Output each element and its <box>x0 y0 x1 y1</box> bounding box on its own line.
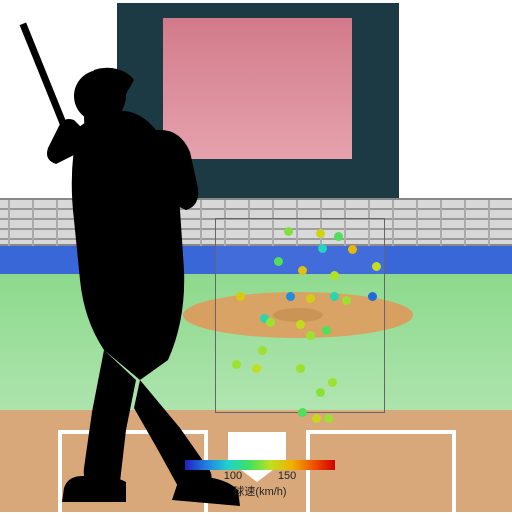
pitch-dot <box>368 292 377 301</box>
pitch-dot <box>286 292 295 301</box>
speed-legend: . 100 150 . 球速(km/h) <box>165 460 355 502</box>
pitch-dot <box>296 364 305 373</box>
legend-tick-100: 100 <box>224 470 242 482</box>
pitch-dot <box>298 408 307 417</box>
pitch-dot <box>334 232 343 241</box>
legend-gradient <box>185 460 335 470</box>
pitch-dot <box>284 227 293 236</box>
pitch-dot <box>328 378 337 387</box>
pitch-dot <box>306 331 315 340</box>
pitch-dot <box>330 292 339 301</box>
pitch-dot <box>330 271 339 280</box>
pitch-dot <box>274 257 283 266</box>
pitch-dot <box>296 320 305 329</box>
pitch-dot <box>306 294 315 303</box>
pitch-dot <box>324 414 333 423</box>
pitch-dot <box>316 229 325 238</box>
legend-label: 球速(km/h) <box>165 483 355 499</box>
legend-tick-150: 150 <box>278 470 296 482</box>
batter-silhouette <box>8 20 268 512</box>
pitch-dot <box>316 388 325 397</box>
pitch-dot <box>342 296 351 305</box>
pitch-dot <box>322 326 331 335</box>
legend-ticks: . 100 150 . <box>185 470 335 482</box>
pitch-dot <box>318 244 327 253</box>
pitch-dot <box>348 245 357 254</box>
pitch-dot <box>372 262 381 271</box>
pitch-dot <box>298 266 307 275</box>
pitch-dot <box>312 414 321 423</box>
